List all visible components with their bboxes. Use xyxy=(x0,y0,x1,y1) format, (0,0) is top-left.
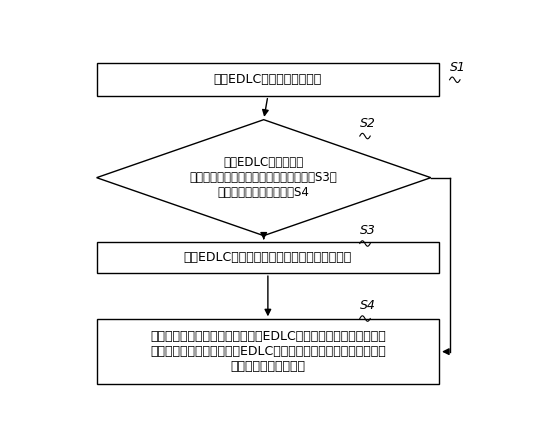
FancyBboxPatch shape xyxy=(96,319,439,384)
Text: S2: S2 xyxy=(360,117,376,130)
Polygon shape xyxy=(96,120,431,236)
Text: 获取EDLC的电压和温度信息: 获取EDLC的电压和温度信息 xyxy=(214,73,322,86)
Text: S3: S3 xyxy=(360,224,376,237)
Text: S4: S4 xyxy=(360,299,376,312)
Text: S1: S1 xyxy=(450,61,466,74)
Text: 控制EDLC以不超过其储存电压的电压进行储存: 控制EDLC以不超过其储存电压的电压进行储存 xyxy=(184,251,352,264)
FancyBboxPatch shape xyxy=(96,63,439,96)
Text: 根据整车控制器充放电指令，需对EDLC放电时，确定供汽车启动放
电或供汽车负载放电，需对EDLC充电时，确定恒压充电或小电流预
充电或大电流快速充电: 根据整车控制器充放电指令，需对EDLC放电时，确定供汽车启动放 电或供汽车负载放… xyxy=(150,330,386,373)
FancyBboxPatch shape xyxy=(96,242,439,273)
Text: 判断EDLC是继续使用
还是长期存储，若是长期储存则执行步骤S3，
若是继续使用则执行步骤S4: 判断EDLC是继续使用 还是长期存储，若是长期储存则执行步骤S3， 若是继续使用… xyxy=(190,156,337,199)
